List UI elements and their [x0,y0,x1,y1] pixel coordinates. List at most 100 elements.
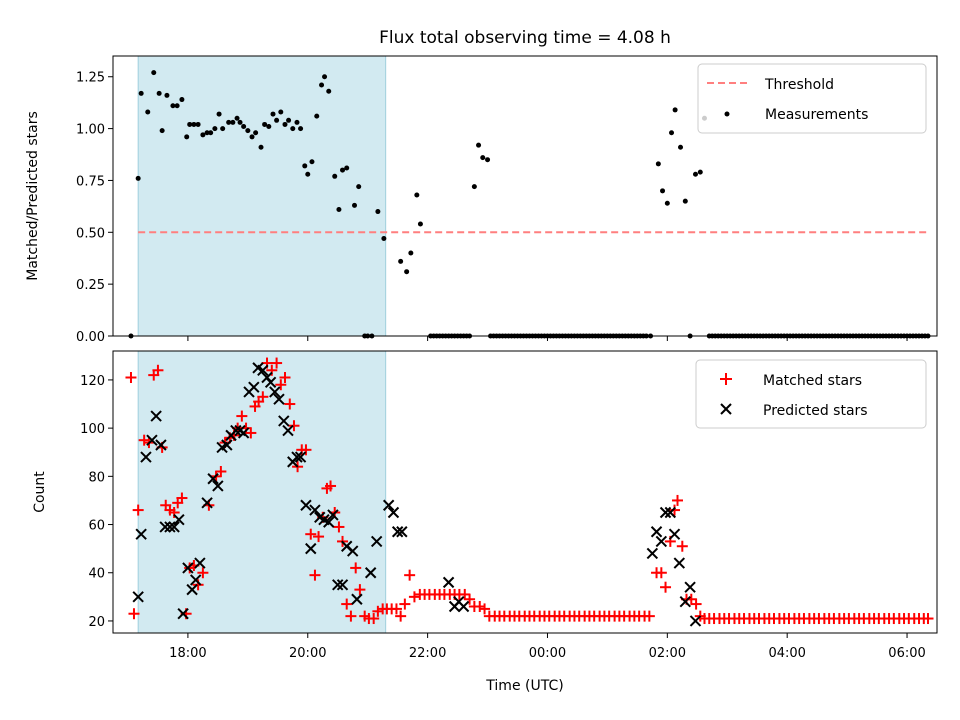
measurement-point [151,70,157,76]
top-x-ticks [187,336,908,341]
matched-star-point [138,434,150,446]
predicted-star-point [150,410,162,422]
measurement-point [305,171,311,177]
measurement-point [381,236,387,242]
top-y-ticks: 0.00 0.25 0.50 0.75 1.00 1.25 [76,71,113,345]
measurement-point [230,119,236,125]
predicted-star-point [347,545,359,557]
matched-star-point [132,504,144,516]
measurement-point [278,109,284,115]
top-legend: Threshold Measurements [697,63,927,134]
predicted-star-point [278,415,290,427]
predicted-star-point [135,528,147,540]
matched-star-point [350,562,362,574]
matched-star-point [669,504,681,516]
measurement-point [220,126,226,132]
matched-star-point [341,598,353,610]
matched-star-point [236,410,248,422]
predicted-star-point [140,451,152,463]
predicted-star-point [177,608,189,620]
measurement-point [174,103,180,109]
bottom-y-ticks: 20 40 60 80 100 120 [80,374,113,630]
measurement-point [655,161,661,167]
predicted-star-point [387,506,400,519]
legend-measurements-label: Measurements [765,107,868,123]
matched-star-point [313,531,325,543]
matched-star-point [395,610,407,622]
predicted-star-point [327,509,339,521]
matched-star-point [279,372,291,384]
matched-star-point [655,567,667,579]
measurement-point [302,163,308,169]
measurement-point [336,206,342,212]
predicted-star-point [668,528,681,540]
matched-star-point [672,494,684,506]
top-legend-box [697,63,927,134]
measurement-point [319,82,325,88]
matched-star-point [464,593,476,605]
measurement-point [216,111,222,117]
matched-star-point [404,569,416,581]
matched-stars-points [125,357,934,625]
predicted-star-point [194,557,206,569]
top-panel: 0.00 0.25 0.50 0.75 1.00 1.25 Matched/Predict… [25,55,938,345]
bottom-panel: 20 40 60 80 100 120 18:00 20:00 22:00 00:00 02:00… [32,350,938,694]
legend-measurements-swatch [724,111,730,117]
bottom-y-axis-label: Count [32,471,48,513]
measurement-point [226,119,232,125]
measurement-point [660,188,666,194]
predicted-star-point [650,526,663,538]
measurement-point [234,115,240,121]
predicted-star-point [305,542,317,555]
predicted-star-point [173,514,185,526]
predicted-star-point [457,600,470,613]
top-axes-frame [112,55,938,337]
predicted-star-point [146,434,158,446]
predicted-star-point [273,393,285,405]
top-ytick-label: 0.25 [76,278,105,293]
legend-matched-label: Matched stars [763,373,862,389]
measurement-point [212,126,218,132]
measurement-point [326,88,332,94]
measurement-point [480,155,486,161]
measurement-point [672,107,678,113]
measurement-point [245,128,251,134]
top-ytick-label: 1.00 [76,123,105,138]
top-ytick-label: 1.25 [76,71,105,86]
matched-star-point [309,569,321,581]
predicted-star-point [132,591,144,603]
matched-star-point [176,492,188,504]
top-ytick-label: 0.00 [76,330,105,345]
predicted-star-point [382,499,395,511]
measurement-point [274,117,280,123]
predicted-star-point [646,547,659,560]
predicted-star-point [257,364,269,376]
xtick-label: 18:00 [169,646,206,661]
matched-star-point [690,598,702,610]
matched-star-point [399,598,411,610]
bottom-x-ticks: 18:00 20:00 22:00 00:00 02:00 04:00 06:00 [169,633,926,661]
measurement-point [697,169,703,175]
measurement-point [286,117,292,123]
measurement-point [692,171,698,177]
matched-star-point [922,613,934,625]
predicted-star-point [159,521,171,533]
measurement-point [159,128,165,134]
bottom-ytick-label: 60 [88,519,105,534]
measurement-point [344,165,350,171]
measurement-point [340,167,346,173]
measurement-point [471,184,477,190]
legend-threshold-label: Threshold [764,77,834,93]
legend-predicted-label: Predicted stars [763,403,868,419]
observing-interval-shade-top [137,55,387,337]
measurement-point [195,121,201,127]
measurement-point [314,113,320,119]
legend-predicted-swatch [720,403,732,415]
predicted-star-point [659,506,672,519]
measurement-point [414,192,420,198]
measurement-point [290,126,296,132]
predicted-star-point [370,535,383,548]
top-ytick-label: 0.50 [76,226,105,241]
